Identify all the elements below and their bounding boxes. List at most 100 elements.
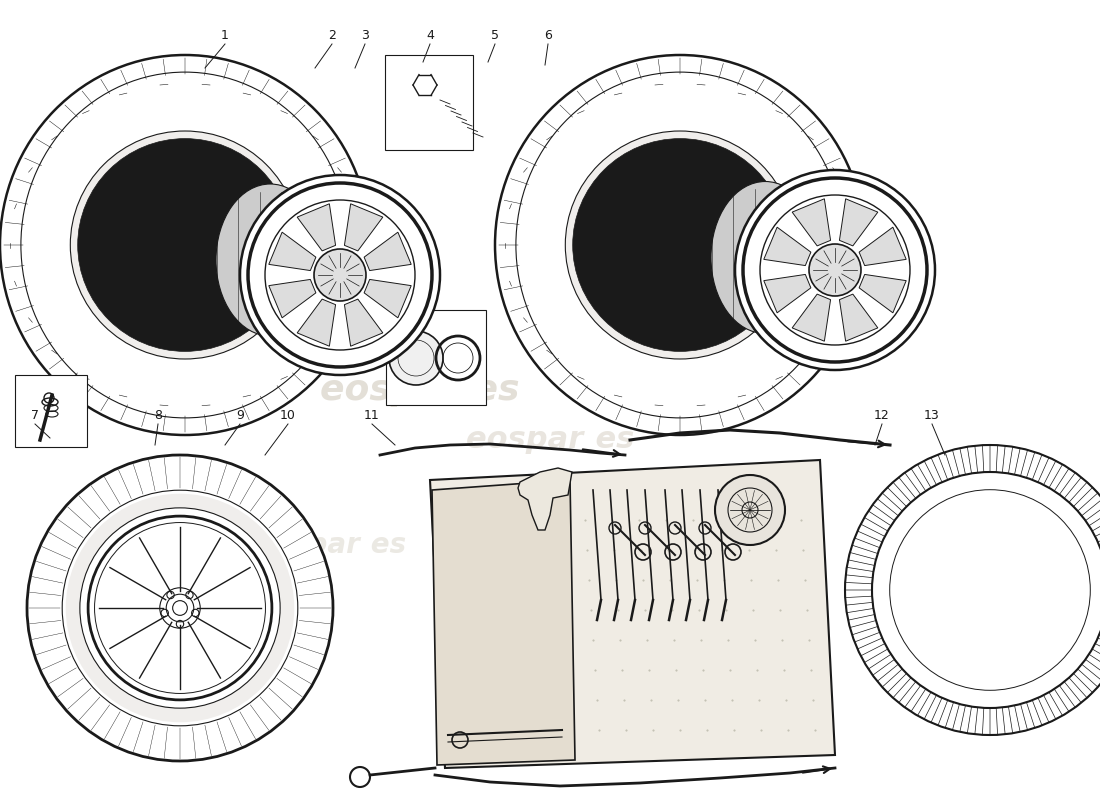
Ellipse shape bbox=[516, 72, 844, 418]
Polygon shape bbox=[858, 638, 884, 656]
Polygon shape bbox=[868, 505, 894, 526]
Polygon shape bbox=[945, 702, 959, 730]
Text: eospar  es: eospar es bbox=[466, 426, 634, 454]
Ellipse shape bbox=[495, 55, 865, 435]
Text: eospar  es: eospar es bbox=[253, 531, 407, 559]
Polygon shape bbox=[364, 279, 411, 318]
Polygon shape bbox=[859, 227, 906, 266]
Polygon shape bbox=[1096, 524, 1100, 542]
Polygon shape bbox=[997, 445, 1005, 473]
Circle shape bbox=[240, 175, 440, 375]
Text: 8: 8 bbox=[154, 409, 162, 422]
Polygon shape bbox=[1044, 461, 1063, 488]
Circle shape bbox=[28, 455, 333, 761]
Polygon shape bbox=[1081, 498, 1100, 521]
Polygon shape bbox=[975, 707, 983, 735]
Polygon shape bbox=[518, 468, 572, 530]
Text: 13: 13 bbox=[924, 409, 939, 422]
Circle shape bbox=[735, 170, 935, 370]
Ellipse shape bbox=[21, 72, 349, 418]
Polygon shape bbox=[847, 560, 874, 571]
Text: 5: 5 bbox=[491, 29, 499, 42]
Polygon shape bbox=[967, 446, 978, 474]
Polygon shape bbox=[1014, 704, 1027, 732]
Polygon shape bbox=[899, 473, 921, 498]
Text: 11: 11 bbox=[364, 409, 380, 422]
Bar bbox=[386, 310, 486, 405]
Polygon shape bbox=[297, 204, 336, 251]
Polygon shape bbox=[982, 445, 990, 472]
Polygon shape bbox=[763, 274, 811, 313]
Polygon shape bbox=[845, 590, 872, 598]
Text: 2: 2 bbox=[328, 29, 336, 42]
Bar bbox=[15, 375, 87, 447]
Polygon shape bbox=[893, 678, 915, 702]
Polygon shape bbox=[845, 575, 872, 584]
Polygon shape bbox=[839, 198, 878, 246]
Polygon shape bbox=[1032, 454, 1049, 482]
Circle shape bbox=[88, 516, 272, 700]
Text: 12: 12 bbox=[874, 409, 890, 422]
Polygon shape bbox=[344, 299, 383, 346]
Polygon shape bbox=[1086, 654, 1100, 675]
Polygon shape bbox=[882, 669, 906, 693]
Polygon shape bbox=[872, 659, 899, 682]
Polygon shape bbox=[905, 686, 926, 712]
Polygon shape bbox=[1049, 689, 1069, 715]
Polygon shape bbox=[792, 198, 830, 246]
Polygon shape bbox=[364, 232, 411, 270]
Ellipse shape bbox=[711, 182, 820, 334]
Circle shape bbox=[63, 490, 298, 726]
Text: 1: 1 bbox=[221, 29, 229, 42]
Polygon shape bbox=[1002, 706, 1013, 734]
Text: eospar  es: eospar es bbox=[673, 586, 826, 614]
Polygon shape bbox=[1092, 643, 1100, 662]
Ellipse shape bbox=[565, 131, 794, 359]
Polygon shape bbox=[1069, 674, 1092, 698]
Polygon shape bbox=[850, 545, 878, 559]
Text: 10: 10 bbox=[280, 409, 296, 422]
Polygon shape bbox=[1098, 632, 1100, 649]
Polygon shape bbox=[1026, 700, 1042, 728]
Polygon shape bbox=[960, 706, 971, 734]
Polygon shape bbox=[1021, 450, 1035, 478]
Polygon shape bbox=[861, 518, 888, 537]
Circle shape bbox=[389, 331, 443, 385]
Polygon shape bbox=[1009, 446, 1020, 474]
Circle shape bbox=[66, 494, 295, 722]
Ellipse shape bbox=[0, 55, 370, 435]
Polygon shape bbox=[1089, 511, 1100, 531]
Polygon shape bbox=[1054, 468, 1075, 494]
Circle shape bbox=[808, 244, 861, 296]
Circle shape bbox=[715, 475, 785, 545]
Text: 6: 6 bbox=[544, 29, 552, 42]
Ellipse shape bbox=[573, 138, 788, 351]
Polygon shape bbox=[852, 626, 880, 642]
Polygon shape bbox=[297, 299, 336, 346]
Ellipse shape bbox=[78, 138, 293, 351]
Polygon shape bbox=[865, 649, 891, 669]
Polygon shape bbox=[839, 294, 878, 342]
Polygon shape bbox=[763, 227, 811, 266]
Ellipse shape bbox=[216, 184, 324, 336]
Polygon shape bbox=[1074, 487, 1098, 511]
Polygon shape bbox=[1078, 664, 1100, 687]
Polygon shape bbox=[1038, 695, 1056, 722]
Polygon shape bbox=[878, 493, 902, 516]
Polygon shape bbox=[430, 460, 835, 768]
Polygon shape bbox=[931, 698, 948, 726]
Text: 7: 7 bbox=[31, 409, 38, 422]
Circle shape bbox=[80, 508, 280, 708]
Polygon shape bbox=[855, 531, 882, 548]
Polygon shape bbox=[792, 294, 830, 342]
Polygon shape bbox=[846, 602, 873, 613]
Polygon shape bbox=[848, 614, 876, 627]
Polygon shape bbox=[917, 692, 936, 719]
Text: 3: 3 bbox=[361, 29, 368, 42]
Text: 9: 9 bbox=[236, 409, 244, 422]
Polygon shape bbox=[990, 708, 998, 735]
Polygon shape bbox=[953, 448, 966, 476]
Polygon shape bbox=[432, 480, 575, 765]
Text: eospar  es: eospar es bbox=[320, 373, 519, 407]
Polygon shape bbox=[1065, 478, 1087, 502]
